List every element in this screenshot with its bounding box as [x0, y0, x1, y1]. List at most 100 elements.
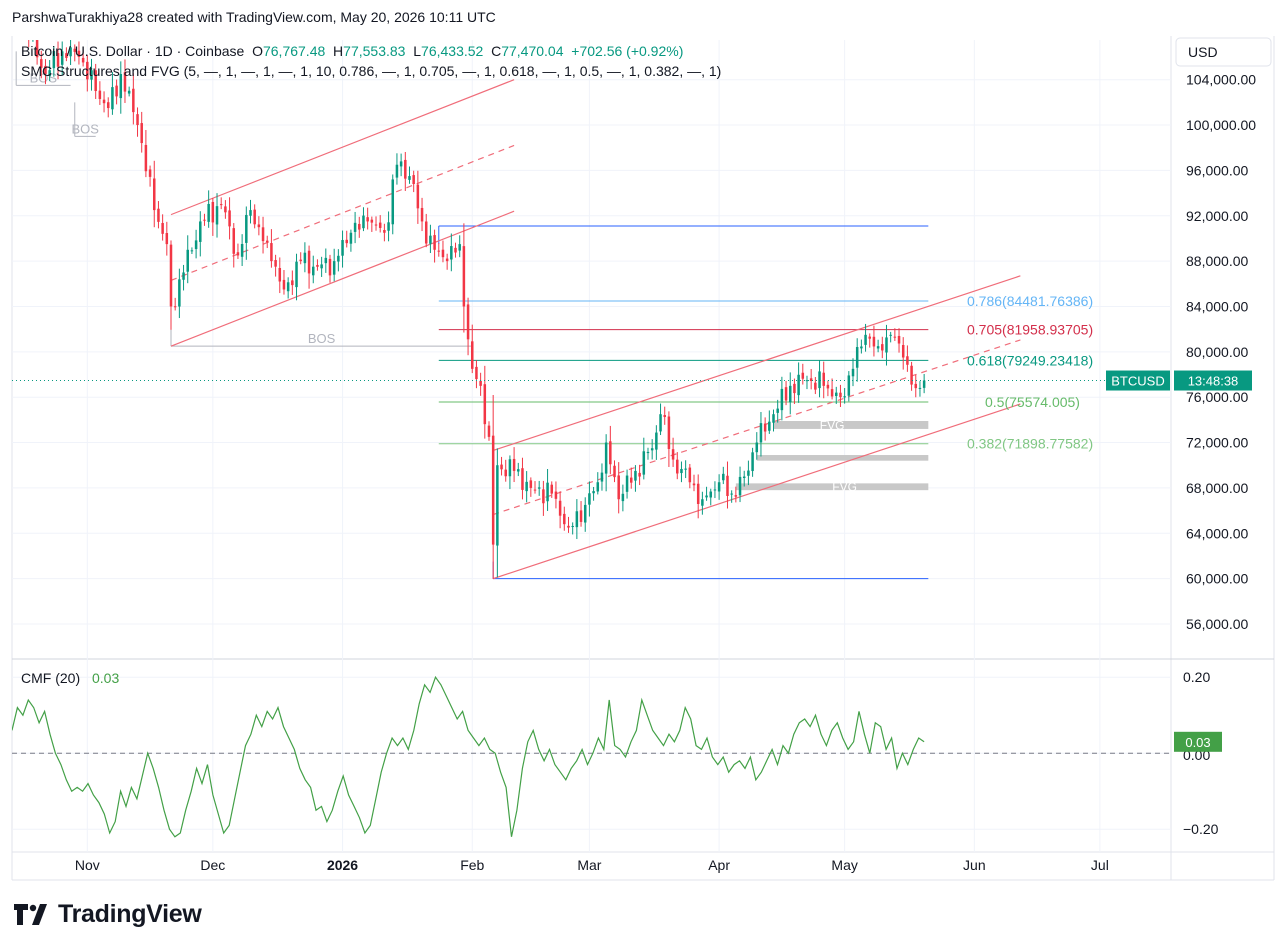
- candle: [864, 323, 867, 352]
- candle: [533, 481, 537, 494]
- cmf-value: 0.03: [92, 670, 119, 686]
- cmf-value-badge-text: 0.03: [1185, 735, 1210, 750]
- candle: [199, 211, 202, 257]
- price-tick-label: 60,000.00: [1186, 571, 1248, 587]
- candle: [487, 421, 491, 441]
- candle: [349, 229, 353, 252]
- candle-body: [504, 469, 507, 477]
- candle: [596, 472, 600, 495]
- candle: [98, 81, 102, 105]
- candle-body: [219, 204, 223, 206]
- candle: [404, 151, 407, 191]
- candle-body: [383, 229, 386, 233]
- candle-body: [575, 511, 579, 528]
- candle: [391, 174, 395, 235]
- candle: [496, 448, 499, 578]
- candle: [203, 213, 206, 226]
- candle: [207, 190, 210, 228]
- candle-body: [487, 425, 491, 437]
- candle-body: [525, 481, 528, 492]
- fvg-label: FVG: [832, 480, 857, 494]
- candle: [901, 337, 905, 370]
- candle-body: [546, 482, 549, 502]
- candle-body: [830, 389, 834, 397]
- fvg-zone: [773, 421, 929, 429]
- candle-body: [475, 366, 478, 380]
- candle: [525, 471, 528, 503]
- time-tick-label: May: [831, 857, 857, 873]
- candle: [115, 79, 118, 105]
- candle-body: [521, 468, 524, 490]
- candle: [479, 372, 482, 396]
- candle-body: [412, 175, 415, 184]
- candle: [44, 59, 47, 85]
- candle-body: [182, 272, 185, 280]
- candle: [517, 462, 520, 477]
- candle-body: [211, 201, 215, 223]
- candle-body: [391, 179, 395, 225]
- candle-body: [424, 221, 428, 244]
- candle: [621, 484, 625, 512]
- candle-body: [839, 392, 842, 398]
- candle: [358, 216, 361, 238]
- fib-labels: 0.786(84481.76386) 0.705(81958.93705) 0.61…: [967, 293, 1093, 452]
- candle-body: [458, 244, 461, 251]
- candle: [232, 223, 236, 268]
- candle-body: [826, 384, 830, 389]
- candle-body: [433, 235, 436, 250]
- candle: [219, 197, 223, 210]
- candle: [801, 363, 805, 385]
- candle: [713, 481, 717, 499]
- candle: [19, 0, 22, 25]
- candle: [90, 58, 93, 91]
- candle-body: [571, 525, 574, 527]
- candle-body: [119, 74, 123, 99]
- candle-body: [307, 250, 311, 274]
- candle-body: [378, 222, 382, 228]
- candle-body: [52, 51, 56, 69]
- candle: [186, 235, 189, 284]
- candle: [504, 459, 507, 482]
- candle: [830, 378, 834, 400]
- candle: [215, 193, 219, 238]
- candle-body: [604, 442, 608, 474]
- candle: [23, 14, 26, 29]
- candle: [688, 463, 692, 489]
- candle: [851, 358, 855, 387]
- candle: [717, 474, 721, 500]
- candle: [307, 245, 311, 289]
- candle: [554, 481, 558, 509]
- candle: [629, 467, 633, 489]
- candle: [458, 235, 461, 258]
- candle-body: [567, 525, 570, 528]
- brand-name: TradingView: [58, 900, 202, 928]
- candle: [169, 240, 173, 330]
- candle-body: [793, 383, 796, 394]
- candle-body: [914, 383, 918, 389]
- candle-body: [261, 227, 265, 242]
- legend-part: +702.56 (+0.92%): [571, 43, 683, 59]
- candle: [408, 166, 411, 184]
- candle-body: [805, 380, 809, 382]
- candle: [190, 247, 194, 255]
- candle: [542, 480, 545, 516]
- candle: [337, 249, 340, 272]
- candle: [140, 111, 143, 153]
- candle-body: [111, 87, 114, 110]
- candle: [111, 71, 114, 115]
- candle: [420, 197, 424, 232]
- candle: [500, 456, 503, 476]
- grid: [12, 40, 1171, 852]
- candle-body: [286, 282, 290, 292]
- candle-body: [358, 223, 361, 230]
- candle-body: [157, 208, 160, 222]
- candle-body: [508, 459, 512, 477]
- bos-label: BOS: [71, 121, 99, 136]
- candle-body: [496, 465, 499, 546]
- candle: [383, 223, 386, 242]
- candle: [642, 437, 646, 480]
- cmf-tick-label: −0.20: [1183, 821, 1219, 837]
- candle: [655, 425, 658, 460]
- candle: [60, 41, 64, 76]
